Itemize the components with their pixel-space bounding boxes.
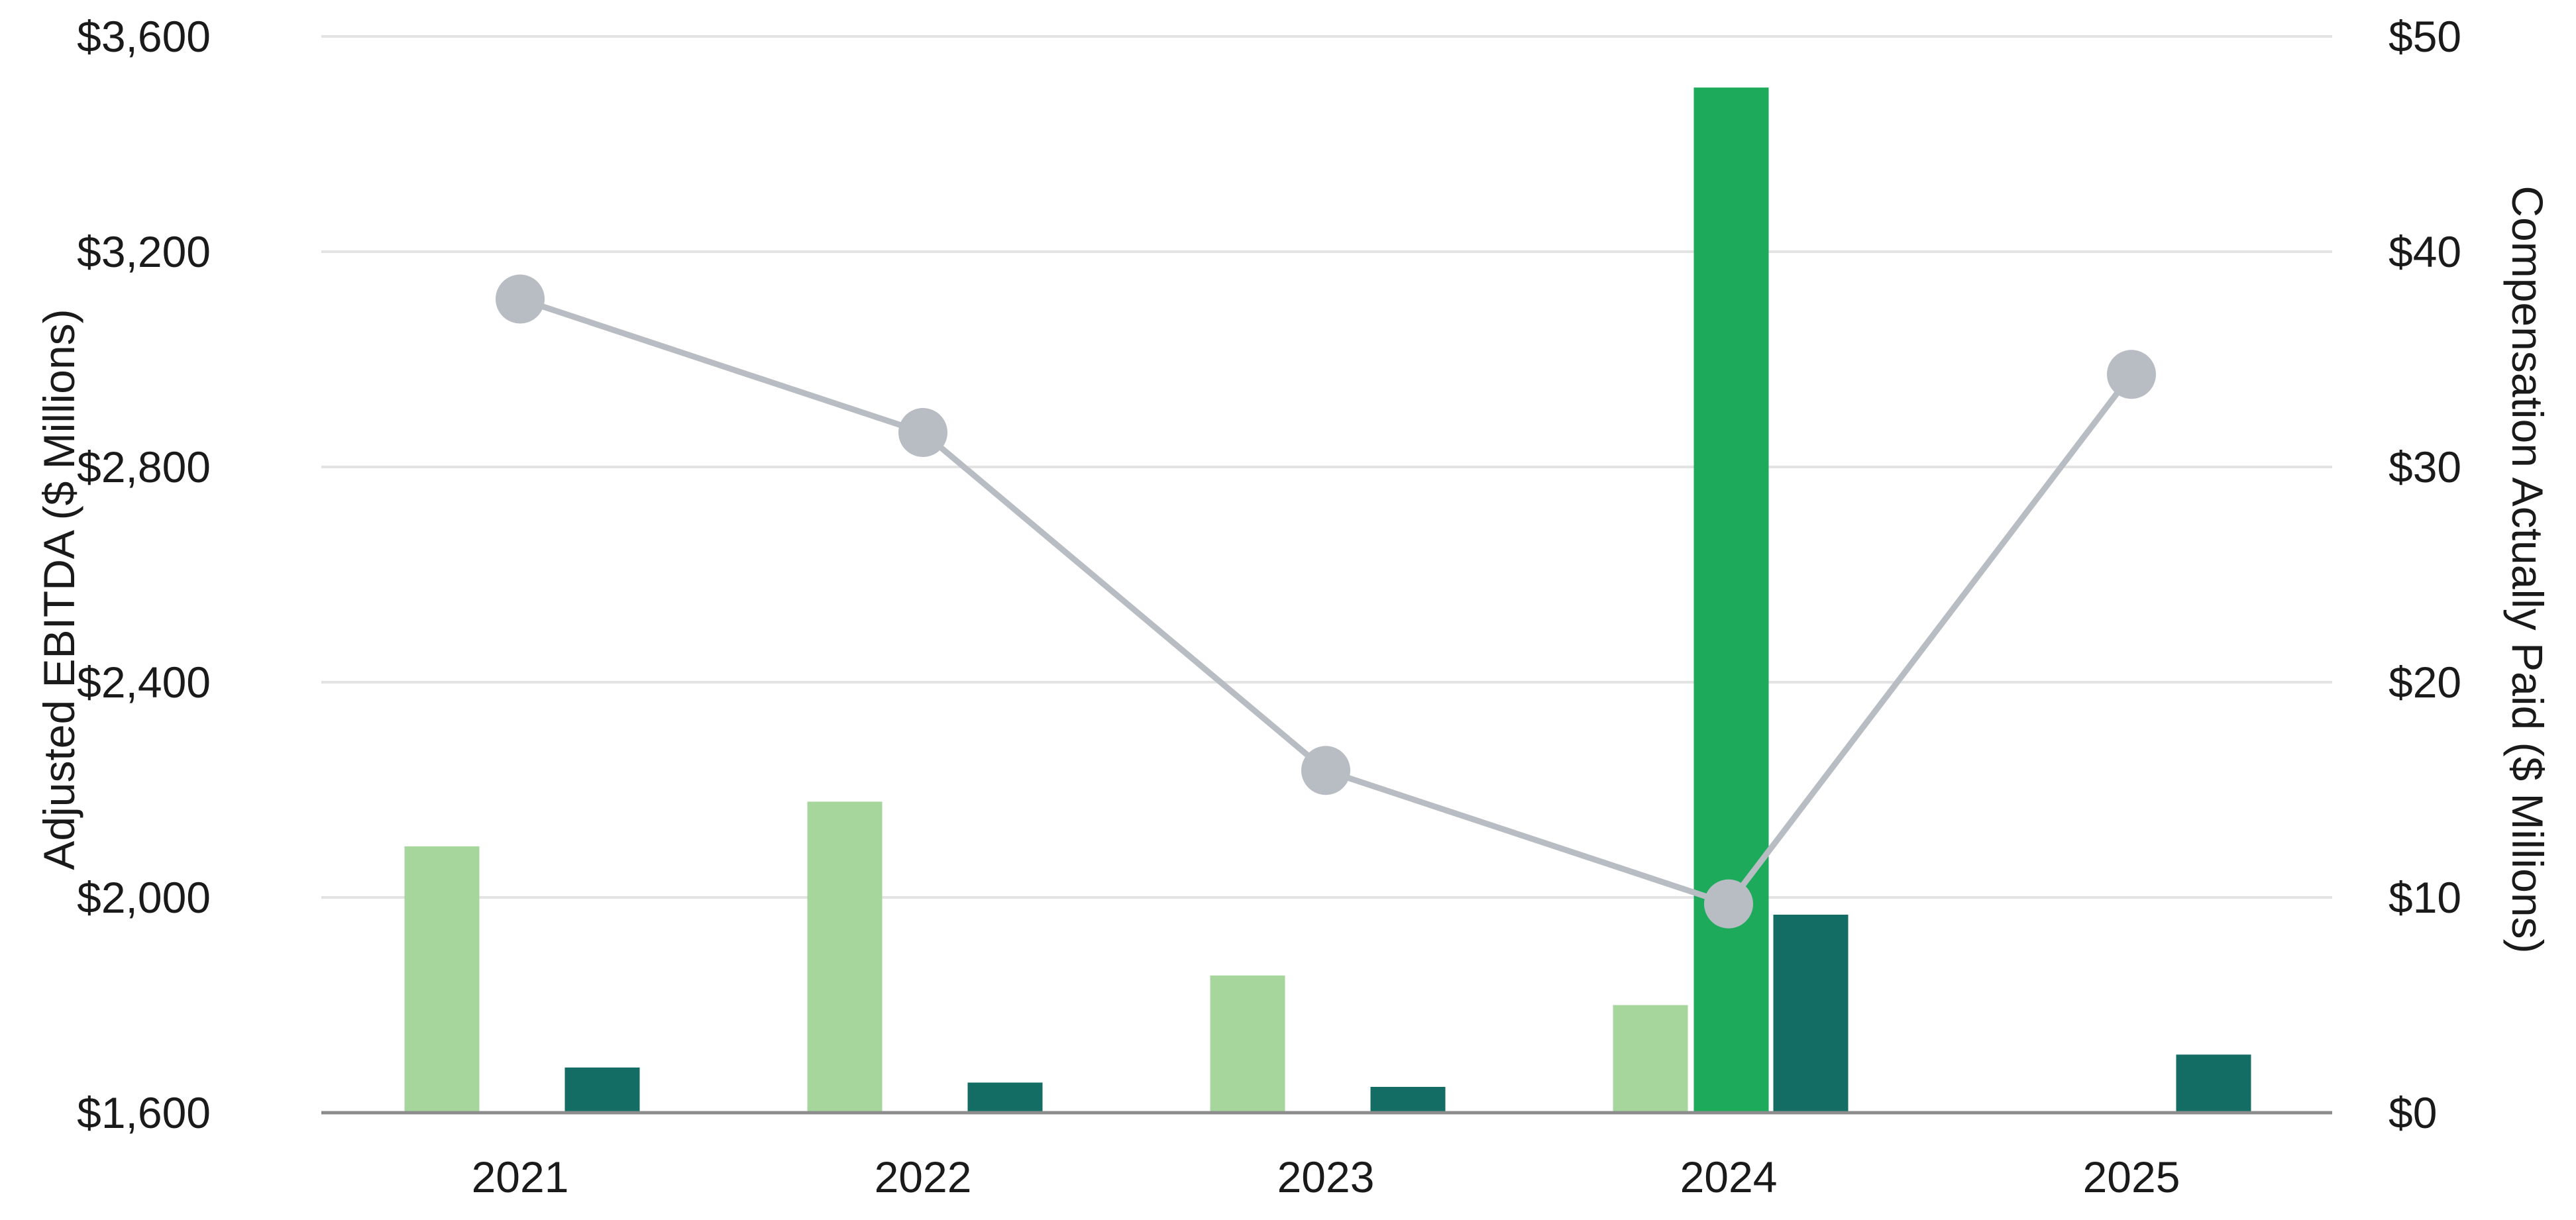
bar-2025-s2: [2176, 1054, 2251, 1113]
right-tick-label: $0: [2388, 1088, 2437, 1137]
bar-2023-s0: [1210, 975, 1285, 1113]
bar-2024-s2: [1773, 915, 1849, 1113]
cap-point-2023: [1301, 746, 1350, 795]
bar-2021-s2: [564, 1067, 640, 1113]
right-tick-label: $40: [2388, 227, 2461, 276]
axes: $1,600 $2,000 $2,400 $2,800 $3,200 $3,600 $0 $1…: [77, 12, 2461, 1201]
bar-2024-s0: [1613, 1005, 1688, 1113]
cap-line-path: [519, 296, 2134, 907]
right-tick-label: $50: [2388, 12, 2461, 61]
left-tick-label: $3,200: [77, 227, 211, 276]
x-tick-label: 2023: [1277, 1152, 1375, 1201]
x-tick-label: 2024: [1680, 1152, 1778, 1201]
bar-2021-s0: [404, 846, 480, 1113]
left-tick-label: $1,600: [77, 1088, 211, 1137]
cap-point-2024: [1704, 879, 1753, 929]
cap-point-2025: [2107, 350, 2156, 399]
bar-2022-s0: [807, 801, 883, 1113]
right-tick-label: $20: [2388, 658, 2461, 707]
left-axis-title: Adjusted EBITDA ($ Millions): [34, 309, 83, 870]
cap-line: [496, 274, 2156, 929]
bar-2024-s1: [1693, 87, 1769, 1113]
bars: [404, 87, 2251, 1113]
gridlines: [321, 35, 2332, 899]
left-tick-label: $2,000: [77, 873, 211, 922]
right-tick-label: $10: [2388, 873, 2461, 922]
left-tick-label: $2,400: [77, 658, 211, 707]
left-tick-label: $3,600: [77, 12, 211, 61]
cap-point-2021: [496, 274, 545, 324]
right-axis-title: Compensation Actually Paid ($ Millions): [2503, 185, 2552, 953]
x-tick-label: 2021: [472, 1152, 569, 1201]
left-tick-label: $2,800: [77, 442, 211, 491]
x-tick-label: 2022: [875, 1152, 972, 1201]
cap-point-2022: [898, 408, 947, 457]
bar-2022-s2: [967, 1082, 1043, 1113]
x-tick-label: 2025: [2083, 1152, 2180, 1201]
right-tick-label: $30: [2388, 442, 2461, 491]
bar-2023-s2: [1370, 1087, 1446, 1113]
